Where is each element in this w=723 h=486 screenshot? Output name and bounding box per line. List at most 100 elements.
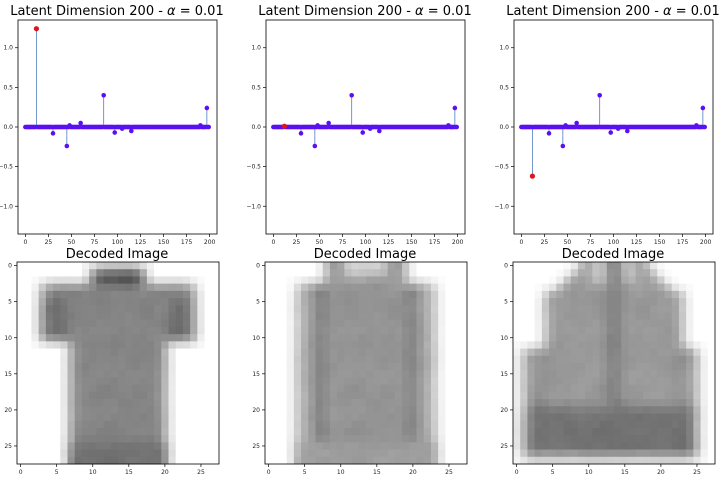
pixel xyxy=(621,355,629,364)
pixel xyxy=(664,312,673,321)
pixel xyxy=(409,391,417,400)
pixel xyxy=(445,276,453,285)
pixel xyxy=(707,312,716,321)
pixel xyxy=(459,348,468,357)
pixel xyxy=(17,456,25,465)
pixel xyxy=(452,312,461,321)
pixel xyxy=(322,326,331,335)
pixel xyxy=(146,283,155,292)
x-tick-label: 0 xyxy=(19,469,23,476)
pixel xyxy=(190,413,198,422)
pixel xyxy=(315,442,324,450)
pixel xyxy=(445,384,453,393)
pixel xyxy=(373,391,381,400)
pixel xyxy=(204,348,213,357)
pixel xyxy=(657,427,665,436)
pixel xyxy=(286,406,295,414)
pixel xyxy=(279,269,288,277)
pixel xyxy=(700,334,709,342)
pixel xyxy=(293,363,302,371)
pixel xyxy=(96,420,104,429)
pixel xyxy=(24,355,32,364)
pixel xyxy=(700,355,709,364)
pixel xyxy=(81,334,90,342)
pixel xyxy=(614,449,622,458)
pixel xyxy=(606,334,615,342)
pixel xyxy=(423,348,432,357)
pixel xyxy=(322,406,331,414)
pixel xyxy=(416,442,425,450)
pixel xyxy=(67,456,76,465)
pixel xyxy=(563,290,572,299)
pixel xyxy=(606,420,615,429)
pixel xyxy=(445,341,453,349)
pixel xyxy=(103,420,112,429)
pixel xyxy=(125,384,133,393)
x-tick-label: 0 xyxy=(267,469,271,476)
pixel xyxy=(700,427,709,436)
pixel xyxy=(585,435,593,443)
pixel xyxy=(351,326,360,335)
pixel xyxy=(452,442,461,450)
pixel xyxy=(67,348,76,357)
pixel xyxy=(31,269,40,277)
pixel xyxy=(686,377,694,386)
pixel xyxy=(132,420,141,429)
pixel xyxy=(599,413,608,422)
pixel xyxy=(707,384,716,393)
pixel xyxy=(53,348,61,357)
pixel xyxy=(599,334,608,342)
pixel xyxy=(373,312,381,321)
pixel xyxy=(24,334,32,342)
y-tick-label: 1.0 xyxy=(3,45,13,52)
data-point xyxy=(546,131,552,136)
pixel xyxy=(272,442,280,450)
pixel xyxy=(416,334,425,342)
pixel xyxy=(380,269,389,277)
pixel xyxy=(534,399,543,407)
pixel xyxy=(344,290,352,299)
pixel xyxy=(657,269,665,277)
pixel xyxy=(563,298,572,306)
pixel xyxy=(17,262,25,270)
pixel xyxy=(110,298,119,306)
pixel xyxy=(60,348,68,357)
pixel xyxy=(373,442,381,450)
pixel xyxy=(527,435,536,443)
pixel xyxy=(592,442,600,450)
pixel xyxy=(459,334,468,342)
pixel xyxy=(693,326,701,335)
pixel xyxy=(74,406,83,414)
pixel xyxy=(614,269,622,277)
pixel xyxy=(67,262,76,270)
pixel xyxy=(642,290,651,299)
pixel xyxy=(556,348,564,357)
pixel xyxy=(387,420,396,429)
pixel xyxy=(563,319,572,328)
pixel xyxy=(534,290,543,299)
pixel xyxy=(139,420,148,429)
pixel xyxy=(337,363,345,371)
pixel xyxy=(577,449,586,458)
pixel xyxy=(293,276,302,285)
pixel xyxy=(146,427,155,436)
pixel xyxy=(175,442,184,450)
pixel xyxy=(445,348,453,357)
pixel xyxy=(671,355,680,364)
pixel xyxy=(45,427,54,436)
pixel xyxy=(707,427,716,436)
pixel xyxy=(175,283,184,292)
pixel xyxy=(599,406,608,414)
pixel xyxy=(110,427,119,436)
pixel xyxy=(380,283,389,292)
pixel xyxy=(110,326,119,335)
pixel xyxy=(549,312,557,321)
pixel xyxy=(286,456,295,465)
pixel xyxy=(592,269,600,277)
pixel xyxy=(409,420,417,429)
pixel xyxy=(549,319,557,328)
pixel xyxy=(96,370,104,378)
pixel xyxy=(301,276,309,285)
pixel xyxy=(301,435,309,443)
pixel xyxy=(272,305,280,313)
